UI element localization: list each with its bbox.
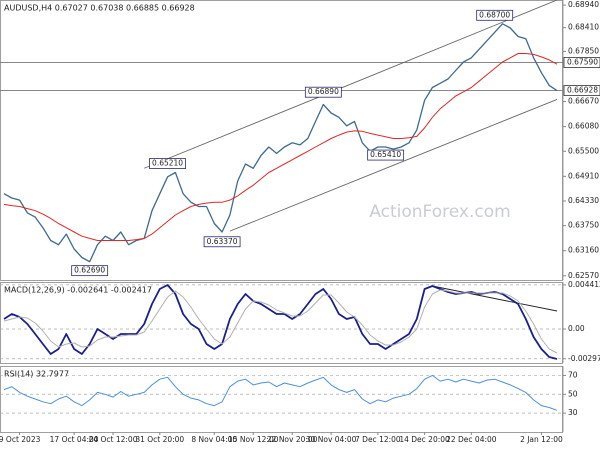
- price-label-box: [367, 149, 405, 161]
- y-tick-label: 0.68410: [568, 23, 599, 32]
- watermark: ActionForex.com: [369, 202, 510, 222]
- y-tick-label: 0.66080: [568, 122, 599, 131]
- x-tick-label: 17 Oct 04:00: [50, 435, 99, 444]
- trend-line: [432, 285, 558, 312]
- y-tick-label: 0.63160: [568, 246, 599, 255]
- price-label-box: [304, 86, 342, 98]
- x-tick-label: 7 Dec 12:00: [355, 435, 401, 444]
- y-tick-label: -0.002977: [568, 354, 600, 363]
- price-label: 0.62690: [74, 266, 105, 275]
- trend-line: [229, 99, 558, 232]
- series-line: [3, 53, 558, 241]
- trend-line: [144, 0, 558, 169]
- y-tick-label: 50: [568, 389, 578, 398]
- x-tick-label: 2 Jan 12:00: [520, 435, 563, 444]
- y-tick-label: 0.62570: [568, 271, 599, 280]
- series-line: [3, 374, 558, 411]
- price-label-box: [203, 236, 241, 248]
- x-tick-label: 30 Nov 04:00: [306, 435, 357, 444]
- y-tick-label: 0.64330: [568, 196, 599, 205]
- price-label: 0.65210: [152, 159, 183, 168]
- panel-title: MACD(12,26,9) -0.002641 -0.002417: [4, 286, 152, 295]
- level-label: 0.67590: [567, 57, 598, 66]
- price-label: 0.65410: [370, 150, 401, 159]
- x-tick-label: 14 Dec 20:00: [399, 435, 450, 444]
- panel-frame: [0, 0, 563, 281]
- x-tick-label: 8 Nov 04:00: [191, 435, 237, 444]
- x-tick-label: 31 Oct 20:00: [135, 435, 184, 444]
- x-tick-label: 22 Nov 20:00: [267, 435, 318, 444]
- price-label: 0.63370: [207, 237, 238, 246]
- series-line: [3, 23, 558, 263]
- price-label: 0.68700: [479, 10, 510, 19]
- y-tick-label: 0.63750: [568, 221, 599, 230]
- price-label-box: [71, 265, 109, 277]
- y-tick-label: 0.64910: [568, 171, 599, 180]
- series-line: [3, 289, 558, 354]
- price-label-box: [476, 9, 514, 21]
- x-tick-label: 15 Nov 12:00: [228, 435, 279, 444]
- y-tick-label: 0.65500: [568, 146, 599, 155]
- x-tick-label: 22 Dec 04:00: [446, 435, 497, 444]
- price-label: 0.66890: [308, 87, 339, 96]
- level-label-box: [563, 57, 600, 68]
- panel-frame: [0, 366, 563, 433]
- x-tick-label: 24 Oct 12:00: [89, 435, 138, 444]
- y-tick-label: 30: [568, 408, 578, 417]
- panel-title: RSI(14) 32.7977: [4, 370, 69, 379]
- panel-title: AUDUSD,H4 0.67027 0.67038 0.66885 0.6692…: [4, 4, 195, 13]
- y-tick-label: 0.68940: [568, 0, 599, 9]
- level-label-box: [563, 85, 600, 96]
- y-tick-label: 0.00: [568, 324, 585, 333]
- y-tick-label: 0.66670: [568, 97, 599, 106]
- level-label: 0.66928: [567, 86, 598, 95]
- panel-frame: [0, 282, 563, 364]
- y-tick-label: 70: [568, 370, 578, 379]
- x-tick-label: 9 Oct 2023: [0, 435, 41, 444]
- y-tick-label: 0.004412: [568, 280, 600, 289]
- y-tick-label: 0.67850: [568, 46, 599, 55]
- price-label-box: [149, 158, 186, 169]
